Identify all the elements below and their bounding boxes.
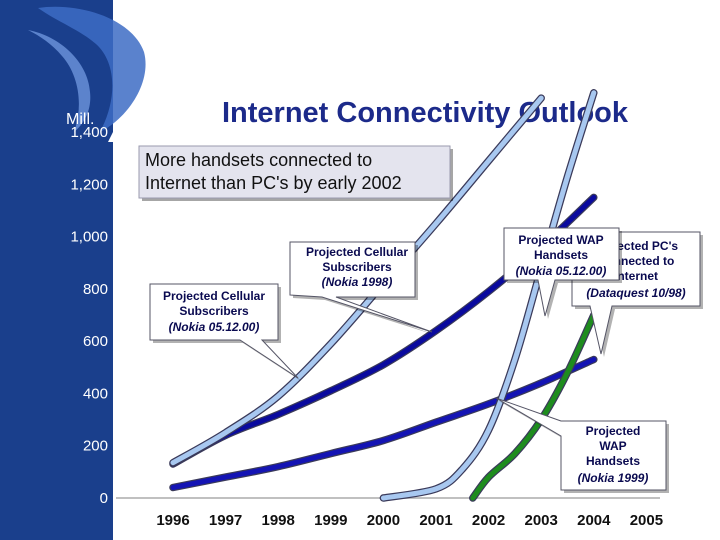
logo-swoosh-icon (38, 6, 146, 133)
callout-cellular-1998-line-2: Subscribers (322, 260, 392, 274)
x-tick-label: 2001 (419, 512, 452, 529)
x-tick-label: 2000 (367, 512, 400, 529)
callout-pc-line-3: Internet (614, 269, 658, 283)
logo-swoosh-inner-icon (28, 30, 91, 132)
callout-wap-2000-line-2: Handsets (534, 248, 588, 262)
x-tick-label: 2003 (525, 512, 558, 529)
y-axis-unit-label: Mill. (66, 111, 94, 128)
callout-wap-2000-line-3: (Nokia 05.12.00) (516, 264, 607, 278)
x-tick-label: 2004 (577, 512, 611, 529)
left-color-band (0, 0, 113, 540)
x-tick-label: 1999 (314, 512, 347, 529)
series-wap-2000 (380, 90, 597, 501)
data-series (169, 89, 598, 502)
callout-wap-2000-line-1: Projected WAP (518, 233, 603, 247)
x-tick-label: 1997 (209, 512, 242, 529)
y-tick-label: 600 (83, 333, 108, 350)
callout-cellular-1998: Projected Cellular Subscribers (Nokia 19… (289, 241, 435, 335)
chart-title: Internet Connectivity Outlook (222, 97, 629, 129)
callout-cellular-2000: Projected Cellular Subscribers (Nokia 05… (149, 283, 301, 381)
callout-cellular-2000-line-2: Subscribers (179, 304, 249, 318)
x-tick-label: 1996 (156, 512, 189, 529)
y-tick-labels: 0 200 400 600 800 1,000 1,200 1,400 (70, 124, 108, 507)
x-tick-label: 1998 (262, 512, 295, 529)
headline-line-2: Internet than PC's by early 2002 (145, 173, 402, 193)
y-tick-label: 1,200 (70, 176, 108, 193)
x-tick-label: 2002 (472, 512, 505, 529)
y-tick-label: 1,400 (70, 124, 108, 141)
callout-cellular-1998-line-1: Projected Cellular (306, 245, 408, 259)
y-tick-label: 400 (83, 385, 108, 402)
y-tick-label: 800 (83, 281, 108, 298)
headline-box: More handsets connected to Internet than… (138, 145, 453, 201)
x-tick-labels: 1996 1997 1998 1999 2000 2001 2002 2003 2004 2005 (156, 512, 663, 529)
callout-wap-1999: Projected WAP Handsets (Nokia 1999) (495, 397, 669, 493)
series-cellular-2000 (170, 95, 544, 466)
series-pc-dataquest (170, 357, 597, 490)
y-tick-label: 0 (100, 490, 108, 507)
callout-wap-1999-line-4: (Nokia 1999) (578, 471, 649, 485)
callout-wap-2000: Projected WAP Handsets (Nokia 05.12.00) (503, 227, 622, 319)
callout-cellular-2000-line-3: (Nokia 05.12.00) (169, 320, 260, 334)
headline-line-1: More handsets connected to (145, 150, 372, 170)
callout-cellular-2000-line-1: Projected Cellular (163, 289, 265, 303)
callout-cellular-1998-line-3: (Nokia 1998) (322, 275, 393, 289)
x-tick-label: 2005 (630, 512, 663, 529)
callout-wap-1999-line-2: WAP (599, 439, 626, 453)
series-wap-1999 (470, 312, 597, 501)
callout-wap-1999-line-3: Handsets (586, 454, 640, 468)
callout-wap-1999-line-1: Projected (586, 424, 641, 438)
y-tick-label: 1,000 (70, 229, 108, 246)
callout-pc-line-4: (Dataquest 10/98) (586, 286, 685, 300)
y-tick-label: 200 (83, 438, 108, 455)
